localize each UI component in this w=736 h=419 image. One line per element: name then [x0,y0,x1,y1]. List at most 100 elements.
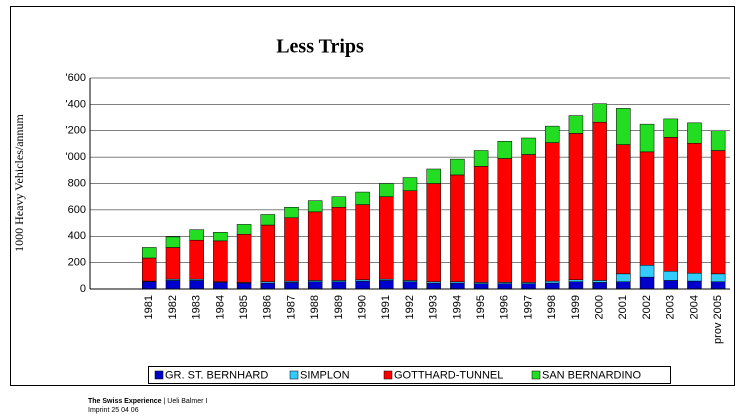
bar-segment [687,122,702,144]
x-tick-label: 1997 [522,295,534,319]
bar-segment [307,200,323,213]
y-tick-label: 200 [68,257,86,269]
y-tick-label: '600 [66,72,86,84]
x-tick-label: 2004 [688,295,700,319]
x-tick-label: 1986 [262,295,274,319]
x-tick-label: 1981 [143,295,155,319]
bar-segment [663,137,678,272]
bar-segment [331,196,347,208]
bar-segment [592,121,607,281]
bar-segment [379,280,394,290]
bar-segment [663,118,678,138]
x-tick-label: 1992 [404,295,416,319]
x-tick-label: 2002 [641,295,653,319]
bar-segment [473,283,489,290]
bar-segment [616,273,631,282]
bar-segment [402,281,418,290]
y-tick-label: '200 [66,125,86,137]
legend-swatch [154,370,164,380]
y-tick-label: 600 [68,204,86,216]
chart-title: Less Trips [276,36,364,58]
bar-segment [497,158,513,283]
legend-swatch [289,370,299,380]
bar-segment [284,206,299,219]
bar-segment [450,174,465,282]
bar-segment [213,282,228,290]
bar-segment [544,282,560,290]
x-tick-label: 1985 [238,295,250,319]
bar-segment [450,282,465,290]
x-tick-label: 1990 [356,295,368,319]
y-tick-label: '400 [66,98,86,110]
bar-segment [379,183,394,197]
bar-segment [355,191,370,205]
bar-segment [639,151,655,266]
y-tick-label: 800 [68,177,86,189]
bar-segment [687,143,702,274]
bar-segment [355,204,370,281]
bar-segment [236,282,252,290]
bar-segment [142,247,157,259]
bar-segment [710,150,726,275]
bar-segment [592,280,607,283]
bar-segment [616,144,631,275]
y-tick-label: 400 [68,230,86,242]
bar-segment [473,150,489,167]
bar-segment [568,281,584,290]
bar-segment [284,217,299,282]
x-tick-label: 1994 [451,295,463,319]
bar-segment [307,211,323,281]
bar-segment [307,281,323,290]
bar-segment [639,276,655,290]
bar-segment [142,281,157,290]
bar-segment [189,229,204,241]
bar-segment [639,123,655,153]
bar-segment [379,196,394,280]
y-tick-label: 0 [80,283,86,295]
bar-segment [236,234,252,283]
bar-segment [521,154,536,283]
bar-segment [426,282,441,290]
bar-segment [710,273,726,282]
bar-segment [142,257,157,282]
bar-segment [544,125,560,143]
bar-segment [710,130,726,151]
footer-brand: The Swiss Experience [88,398,162,405]
bar-segment [639,265,655,278]
bar-segment [687,272,702,282]
bar-segment [521,283,536,290]
bar-segment [426,183,441,282]
bar-segment [710,281,726,290]
bar-segment [402,190,418,281]
bar-segment [213,232,228,242]
legend-label: GR. ST. BERNHARD [165,369,268,381]
y-tick-label: '000 [66,151,86,163]
bar-segment [165,280,181,290]
bar-segment [663,270,678,281]
x-tick-label: 1988 [309,295,321,319]
bar-segment [616,108,631,145]
bar-segment [521,137,536,155]
bar-segment [165,247,181,280]
bar-segment [592,103,607,123]
y-axis-label: 1000 Heavy Vehicles/annum [12,113,26,251]
bar-segment [663,280,678,290]
bar-segment [450,158,465,176]
legend-label: GOTTHARD-TUNNEL [394,369,503,381]
bar-segment [497,141,513,159]
bar-segment [497,283,513,290]
bar-segment [213,240,228,282]
bar-segment [402,177,418,192]
bar-segment [355,280,370,290]
legend-swatch [383,370,393,380]
x-tick-label: 1984 [214,295,226,319]
bar-segment [616,281,631,290]
bar-segment [568,115,584,134]
chart-border [10,6,735,386]
x-tick-label: 1999 [570,295,582,319]
x-tick-label: 1993 [428,295,440,319]
footer-author: | Ueli Balmer I [164,398,208,405]
bar-segment [260,214,276,226]
x-tick-label: prov 2005 [712,295,724,344]
